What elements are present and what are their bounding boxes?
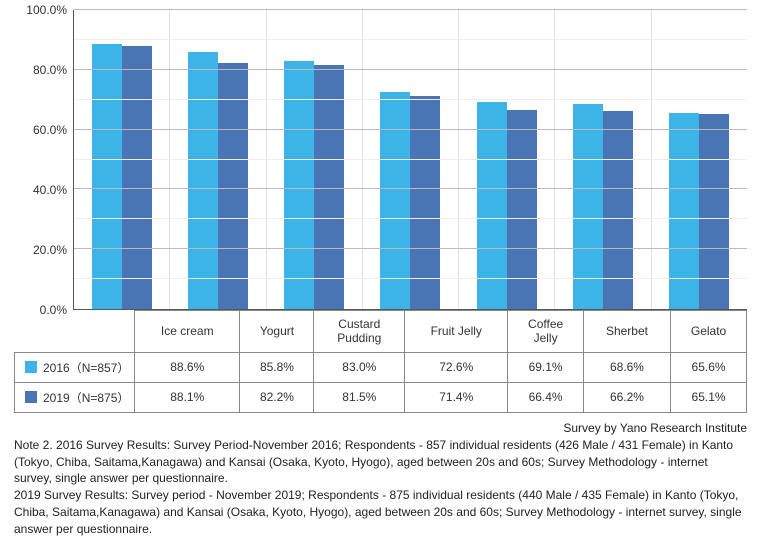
y-tick-label: 40.0% [33, 183, 67, 197]
data-table: Ice creamYogurtCustardPuddingFruit Jelly… [14, 310, 747, 413]
note-2019: 2019 Survey Results: Survey period - Nov… [14, 487, 747, 537]
bar-group [652, 10, 747, 309]
series-label-cell: 2019（N=875） [15, 382, 135, 412]
bar [699, 114, 729, 309]
bar-groups [74, 10, 747, 309]
series-label-cell: 2016（N=857） [15, 352, 135, 382]
minor-gridline [74, 278, 747, 279]
bar-group [267, 10, 363, 309]
gridline [74, 129, 747, 130]
bar [380, 92, 410, 309]
bar [669, 113, 699, 309]
gridline [74, 248, 747, 249]
note-2016: Note 2. 2016 Survey Results: Survey Peri… [14, 437, 747, 487]
data-cell: 71.4% [405, 382, 508, 412]
table-corner [15, 311, 135, 353]
bar [603, 111, 633, 309]
data-cell: 68.6% [583, 352, 670, 382]
legend-swatch [25, 361, 37, 373]
category-label: Fruit Jelly [405, 311, 508, 353]
data-cell: 88.1% [135, 382, 240, 412]
bar [122, 46, 152, 309]
bar-group [459, 10, 555, 309]
category-row: Ice creamYogurtCustardPuddingFruit Jelly… [15, 311, 747, 353]
minor-gridline [74, 218, 747, 219]
category-label: Sherbet [583, 311, 670, 353]
chart-container: 0.0%20.0%40.0%60.0%80.0%100.0% Ice cream… [14, 10, 747, 538]
bar [188, 52, 218, 309]
y-tick-label: 20.0% [33, 243, 67, 257]
minor-gridline [74, 159, 747, 160]
category-label: CoffeeJelly [508, 311, 583, 353]
data-cell: 88.6% [135, 352, 240, 382]
gridline [74, 188, 747, 189]
category-label: Ice cream [135, 311, 240, 353]
bar [410, 96, 440, 309]
data-cell: 65.6% [671, 352, 747, 382]
data-cell: 72.6% [405, 352, 508, 382]
series-name: 2016（N=857） [43, 359, 129, 376]
category-label: Yogurt [240, 311, 314, 353]
bar-group [170, 10, 266, 309]
gridline [74, 9, 747, 10]
category-label: Gelato [671, 311, 747, 353]
gridline [74, 69, 747, 70]
data-cell: 65.1% [671, 382, 747, 412]
bar [92, 44, 122, 309]
minor-gridline [74, 39, 747, 40]
bar-group [555, 10, 651, 309]
series-row: 2019（N=875） 88.1%82.2%81.5%71.4%66.4%66.2… [15, 382, 747, 412]
data-cell: 66.2% [583, 382, 670, 412]
y-tick-label: 60.0% [33, 123, 67, 137]
bar [314, 65, 344, 309]
y-tick-label: 80.0% [33, 63, 67, 77]
series-name: 2019（N=875） [43, 389, 129, 406]
data-cell: 82.2% [240, 382, 314, 412]
bar [507, 110, 537, 309]
data-cell: 83.0% [314, 352, 405, 382]
minor-gridline [74, 99, 747, 100]
bar-group [363, 10, 459, 309]
bars-area [74, 10, 747, 310]
legend-swatch [25, 391, 37, 403]
category-label: CustardPudding [314, 311, 405, 353]
y-tick-label: 100.0% [26, 3, 67, 17]
y-tick-label: 0.0% [40, 303, 67, 317]
data-cell: 69.1% [508, 352, 583, 382]
bar [218, 63, 248, 309]
notes-block: Note 2. 2016 Survey Results: Survey Peri… [14, 437, 747, 538]
attribution-text: Survey by Yano Research Institute [14, 421, 747, 435]
bar-group [74, 10, 170, 309]
y-axis: 0.0%20.0%40.0%60.0%80.0%100.0% [14, 10, 74, 310]
data-cell: 66.4% [508, 382, 583, 412]
plot-area: 0.0%20.0%40.0%60.0%80.0%100.0% [14, 10, 747, 310]
data-cell: 81.5% [314, 382, 405, 412]
data-cell: 85.8% [240, 352, 314, 382]
series-row: 2016（N=857） 88.6%85.8%83.0%72.6%69.1%68.6… [15, 352, 747, 382]
